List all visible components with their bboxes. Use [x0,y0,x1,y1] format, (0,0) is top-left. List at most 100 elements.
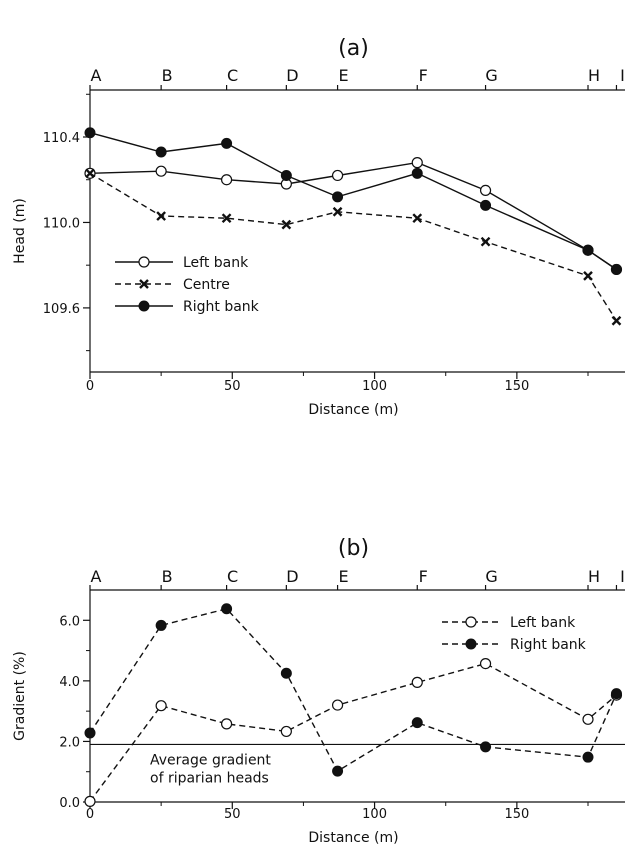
top-letter-label: H [588,567,600,586]
data-point-centre [611,315,622,326]
series-left-bank [84,157,623,276]
data-point-left-bank [411,676,423,688]
legend-label-centre: Centre [183,277,230,293]
series-line-centre [89,172,618,322]
x-axis-label: Distance (m) [308,830,398,846]
legend-label-right-bank: Right bank [183,299,260,315]
data-point-right-bank [155,146,167,158]
top-letter-label: F [419,66,428,85]
top-letter-label: A [91,567,102,586]
data-point-right-bank [332,765,344,777]
y-tick-label: 0.0 [59,796,80,811]
data-point-left-bank [280,725,292,738]
data-point-right-bank [610,688,622,700]
data-point-right-bank [411,717,423,729]
y-axis-label: Head (m) [12,198,28,264]
data-point-centre [221,213,232,224]
panel-title: (a) [338,36,369,61]
data-point-right-bank [480,199,492,211]
panel-b: (b) 0 50 100 150 0.0 2.0 4.0 6.0 A B C D E F G H I Distanc… [12,536,625,846]
series-right-bank [84,603,622,777]
top-letter-label: E [339,567,349,586]
data-point-centre [156,211,166,221]
data-point-right-bank [221,603,233,615]
top-letter-label: H [588,66,600,85]
data-point-right-bank [84,727,96,739]
legend-label-left-bank: Left bank [510,615,576,631]
top-letter-label: F [419,567,428,586]
data-point-left-bank [155,165,167,177]
x-tick-label: 50 [224,807,241,822]
data-point-left-bank [331,169,344,182]
top-letter-label: E [339,66,349,85]
y-tick-label: 4.0 [59,675,80,690]
legend: Left bank Right bank [442,615,587,653]
data-point-right-bank [221,137,233,149]
legend-marker-right-bank [465,638,477,650]
series-line-right-bank [89,608,618,773]
data-point-centre [412,213,423,224]
panel-title: (b) [338,536,369,561]
legend-label-right-bank: Right bank [510,637,587,653]
data-point-right-bank [610,263,622,275]
data-point-right-bank [332,191,344,203]
x-tick-label: 0 [86,379,94,394]
top-letter-label: A [91,66,102,85]
x-axis-label: Distance (m) [308,402,398,418]
data-point-left-bank [582,713,594,725]
data-point-right-bank [84,127,96,139]
top-letter-label: D [286,567,298,586]
y-axis-label: Gradient (%) [12,651,28,741]
series-left-bank [84,657,623,807]
legend-label-left-bank: Left bank [183,255,249,271]
y-tick-label: 6.0 [59,614,80,629]
data-point-right-bank [480,741,492,753]
legend: Left bank Centre Right bank [115,255,260,315]
data-point-left-bank [84,795,96,807]
x-tick-label: 0 [86,807,94,822]
data-point-left-bank [155,700,167,712]
data-point-left-bank [479,184,492,197]
data-point-centre [332,206,343,217]
x-tick-label: 150 [504,379,529,394]
data-point-left-bank [220,174,233,186]
top-letter-label: B [162,567,173,586]
data-point-centre [281,219,292,230]
data-point-left-bank [220,718,233,730]
data-point-centre [480,236,491,247]
reference-line-label: of riparian heads [150,770,269,786]
top-letter-label: G [485,66,497,85]
y-tick-label: 109.6 [43,302,80,317]
series-centre [85,168,622,326]
data-point-right-bank [582,244,594,256]
legend-marker-left-bank [138,256,150,268]
data-point-left-bank [331,699,344,711]
top-letter-label: D [286,66,298,85]
x-tick-label: 150 [504,807,529,822]
data-point-centre [85,168,95,179]
data-point-left-bank [479,657,492,670]
series-right-bank [84,127,622,275]
legend-marker-left-bank [465,616,477,628]
x-tick-label: 100 [362,807,387,822]
data-point-centre [583,271,593,281]
top-letter-label: G [485,567,497,586]
x-tick-label: 50 [224,379,241,394]
x-tick-label: 100 [362,379,387,394]
top-letter-label: I [620,66,625,85]
y-tick-label: 110.4 [43,131,80,146]
y-tick-label: 2.0 [59,735,80,750]
panel-a: (a) 0 50 100 150 109.6 110.0 110.4 A B C D E F G H I Dist… [12,36,625,418]
legend-marker-centre [139,279,149,289]
y-tick-label: 110.0 [43,216,80,231]
data-point-right-bank [411,167,423,179]
series-line-right-bank [89,132,617,271]
top-letter-label: C [227,567,238,586]
top-letter-label: I [620,567,625,586]
data-point-right-bank [155,619,167,631]
legend-marker-right-bank [138,300,150,312]
data-point-right-bank [582,751,594,763]
top-letter-label: B [162,66,173,85]
reference-line-label: Average gradient [150,752,271,768]
